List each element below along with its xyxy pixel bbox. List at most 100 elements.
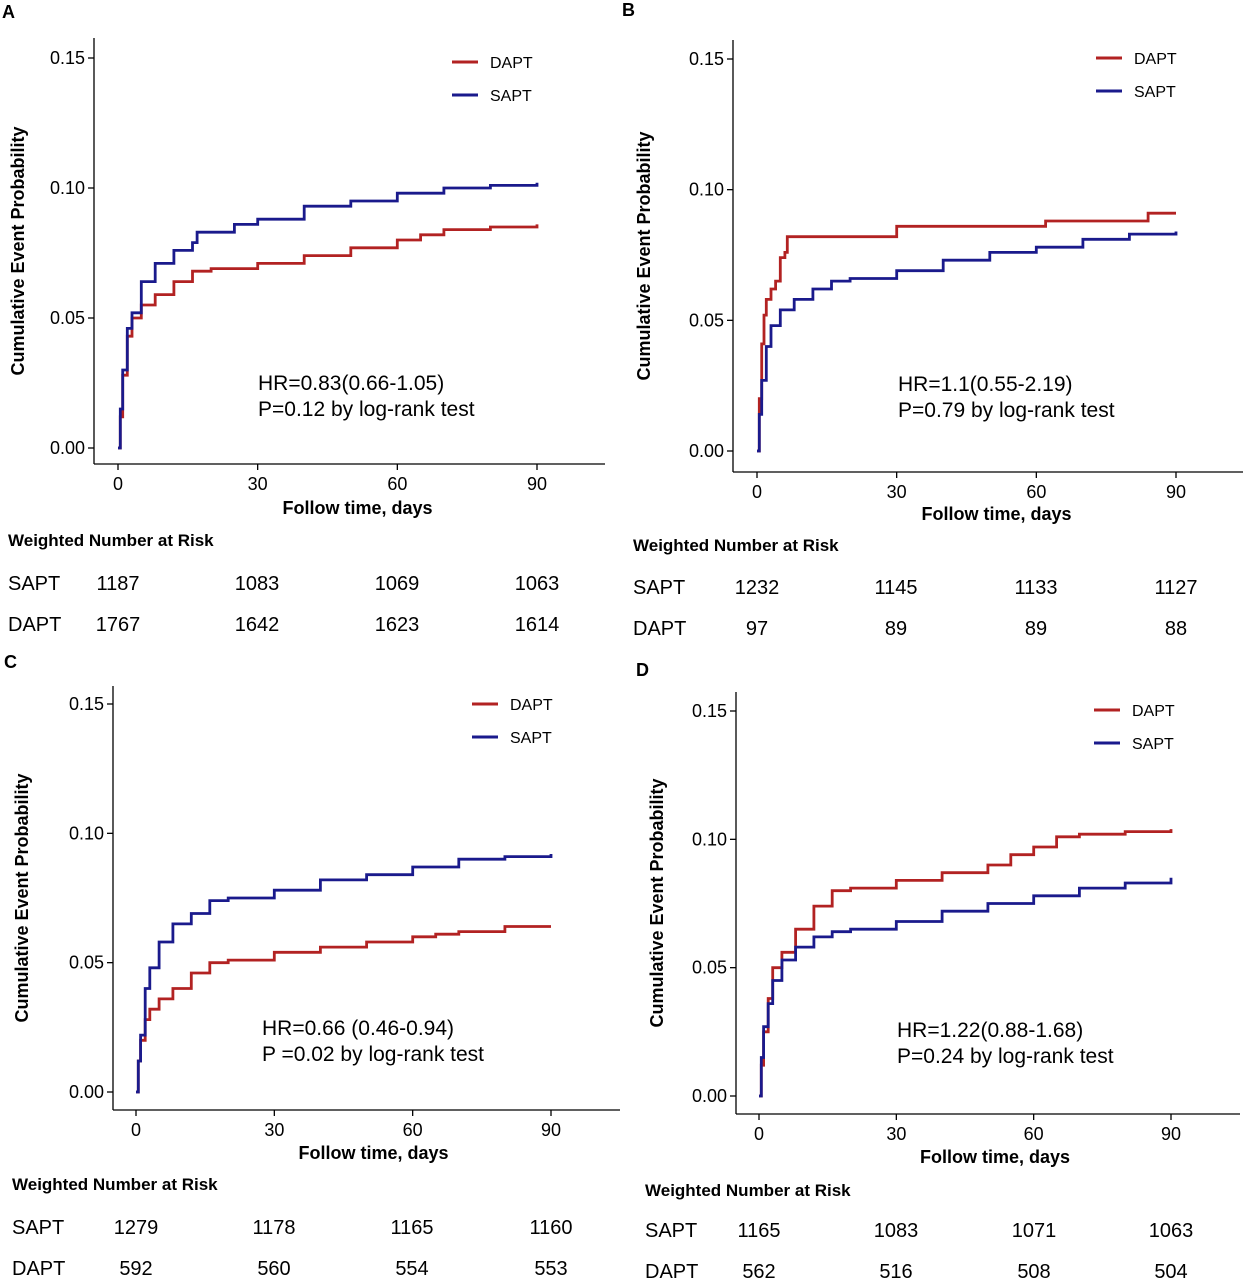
y-tick-label: 0.05 bbox=[692, 958, 727, 978]
y-axis-title: Cumulative Event Probability bbox=[647, 778, 667, 1027]
y-tick-label: 0.00 bbox=[69, 1082, 104, 1102]
risk-row-label: DAPT bbox=[8, 614, 61, 636]
x-tick-label: 60 bbox=[1024, 1124, 1044, 1144]
hazard-ratio-text: HR=1.22(0.88-1.68) bbox=[897, 1019, 1083, 1042]
p-value-text: P=0.79 by log-rank test bbox=[898, 399, 1115, 422]
x-tick-label: 60 bbox=[1026, 482, 1046, 502]
x-tick-label: 0 bbox=[754, 1124, 764, 1144]
risk-cell: 1145 bbox=[874, 577, 917, 599]
x-axis-title: Follow time, days bbox=[920, 1147, 1070, 1167]
legend-label-sapt: SAPT bbox=[510, 730, 552, 747]
legend-label-sapt: SAPT bbox=[1134, 84, 1176, 101]
risk-cell: 562 bbox=[742, 1261, 775, 1280]
y-axis-title: Cumulative Event Probability bbox=[12, 773, 32, 1022]
risk-cell: 89 bbox=[885, 618, 907, 640]
risk-cell: 88 bbox=[1165, 618, 1187, 640]
y-axis-title: Cumulative Event Probability bbox=[8, 126, 28, 375]
risk-table-title: Weighted Number at Risk bbox=[645, 1181, 851, 1200]
risk-table-title: Weighted Number at Risk bbox=[12, 1175, 218, 1194]
y-tick-label: 0.05 bbox=[50, 308, 85, 328]
series-dapt-curve bbox=[757, 211, 1176, 453]
x-axis-title: Follow time, days bbox=[921, 504, 1071, 524]
risk-cell: 504 bbox=[1154, 1261, 1187, 1280]
risk-cell: 1133 bbox=[1014, 577, 1057, 599]
panel-c: C 0.00 0.05 0.10 0.15 0 30 60 90 Follow time, day… bbox=[4, 652, 620, 1280]
y-tick-label: 0.10 bbox=[692, 829, 727, 849]
legend-label-dapt: DAPT bbox=[510, 697, 553, 714]
y-tick-label: 0.00 bbox=[50, 438, 85, 458]
risk-cell: 1083 bbox=[235, 573, 280, 595]
risk-cell: 592 bbox=[119, 1258, 152, 1280]
series-sapt-curve bbox=[759, 877, 1173, 1098]
risk-table-title: Weighted Number at Risk bbox=[633, 536, 839, 555]
risk-cell: 1642 bbox=[235, 614, 280, 636]
legend-label-dapt: DAPT bbox=[1132, 703, 1175, 720]
x-tick-label: 30 bbox=[248, 474, 268, 494]
x-tick-label: 30 bbox=[264, 1120, 284, 1140]
series-dapt-curve bbox=[759, 829, 1173, 1098]
risk-cell: 508 bbox=[1017, 1261, 1050, 1280]
risk-cell: 1178 bbox=[252, 1217, 295, 1239]
x-tick-label: 90 bbox=[527, 474, 547, 494]
y-tick-label: 0.05 bbox=[689, 310, 724, 330]
hazard-ratio-text: HR=1.1(0.55-2.19) bbox=[898, 373, 1073, 396]
risk-cell: 1614 bbox=[515, 614, 560, 636]
risk-cell: 1071 bbox=[1012, 1220, 1057, 1242]
series-dapt-curve bbox=[136, 925, 551, 1094]
y-tick-label: 0.10 bbox=[689, 180, 724, 200]
p-value-text: P=0.24 by log-rank test bbox=[897, 1045, 1114, 1068]
y-tick-label: 0.15 bbox=[692, 701, 727, 721]
legend-label-sapt: SAPT bbox=[1132, 736, 1174, 753]
panel-letter: D bbox=[636, 660, 649, 680]
panel-letter: B bbox=[622, 0, 635, 20]
x-tick-label: 30 bbox=[886, 1124, 906, 1144]
risk-cell: 1165 bbox=[390, 1217, 433, 1239]
y-tick-label: 0.15 bbox=[50, 48, 85, 68]
risk-row-label: DAPT bbox=[12, 1258, 65, 1280]
x-axis-title: Follow time, days bbox=[298, 1143, 448, 1163]
risk-cell: 1083 bbox=[874, 1220, 919, 1242]
x-tick-label: 60 bbox=[387, 474, 407, 494]
legend-label-dapt: DAPT bbox=[1134, 51, 1177, 68]
y-axis-title: Cumulative Event Probability bbox=[634, 131, 654, 380]
risk-cell: 1767 bbox=[96, 614, 141, 636]
risk-cell: 1232 bbox=[735, 577, 780, 599]
x-tick-label: 30 bbox=[887, 482, 907, 502]
risk-row-label: DAPT bbox=[633, 618, 686, 640]
series-sapt-curve bbox=[757, 231, 1178, 453]
panel-letter: C bbox=[4, 652, 17, 672]
risk-cell: 1160 bbox=[529, 1217, 572, 1239]
y-tick-label: 0.10 bbox=[50, 178, 85, 198]
risk-cell: 1063 bbox=[515, 573, 560, 595]
panel-letter: A bbox=[2, 2, 15, 22]
x-tick-label: 90 bbox=[1166, 482, 1186, 502]
risk-row-label: DAPT bbox=[645, 1261, 698, 1280]
legend-label-sapt: SAPT bbox=[490, 88, 532, 105]
p-value-text: P =0.02 by log-rank test bbox=[262, 1043, 484, 1066]
risk-cell: 516 bbox=[879, 1261, 912, 1280]
hazard-ratio-text: HR=0.66 (0.46-0.94) bbox=[262, 1017, 454, 1040]
risk-cell: 554 bbox=[395, 1258, 428, 1280]
panel-d: D 0.00 0.05 0.10 0.15 0 30 60 90 Follow time, day… bbox=[636, 660, 1240, 1280]
y-tick-label: 0.00 bbox=[692, 1086, 727, 1106]
x-tick-label: 90 bbox=[1161, 1124, 1181, 1144]
panel-b: B 0.00 0.05 0.10 0.15 0 30 60 90 Follow time, day… bbox=[622, 0, 1243, 640]
series-sapt-curve bbox=[136, 854, 553, 1094]
y-tick-label: 0.10 bbox=[69, 823, 104, 843]
risk-cell: 1127 bbox=[1154, 577, 1197, 599]
x-axis-title: Follow time, days bbox=[282, 498, 432, 518]
y-tick-label: 0.05 bbox=[69, 953, 104, 973]
x-tick-label: 0 bbox=[752, 482, 762, 502]
series-sapt-curve bbox=[118, 182, 539, 450]
p-value-text: P=0.12 by log-rank test bbox=[258, 398, 475, 421]
hazard-ratio-text: HR=0.83(0.66-1.05) bbox=[258, 372, 444, 395]
risk-cell: 1623 bbox=[375, 614, 420, 636]
x-tick-label: 60 bbox=[403, 1120, 423, 1140]
risk-cell: 1279 bbox=[114, 1217, 159, 1239]
y-tick-label: 0.15 bbox=[689, 49, 724, 69]
y-tick-label: 0.15 bbox=[69, 694, 104, 714]
risk-cell: 89 bbox=[1025, 618, 1047, 640]
risk-cell: 1187 bbox=[96, 573, 139, 595]
risk-cell: 553 bbox=[534, 1258, 567, 1280]
